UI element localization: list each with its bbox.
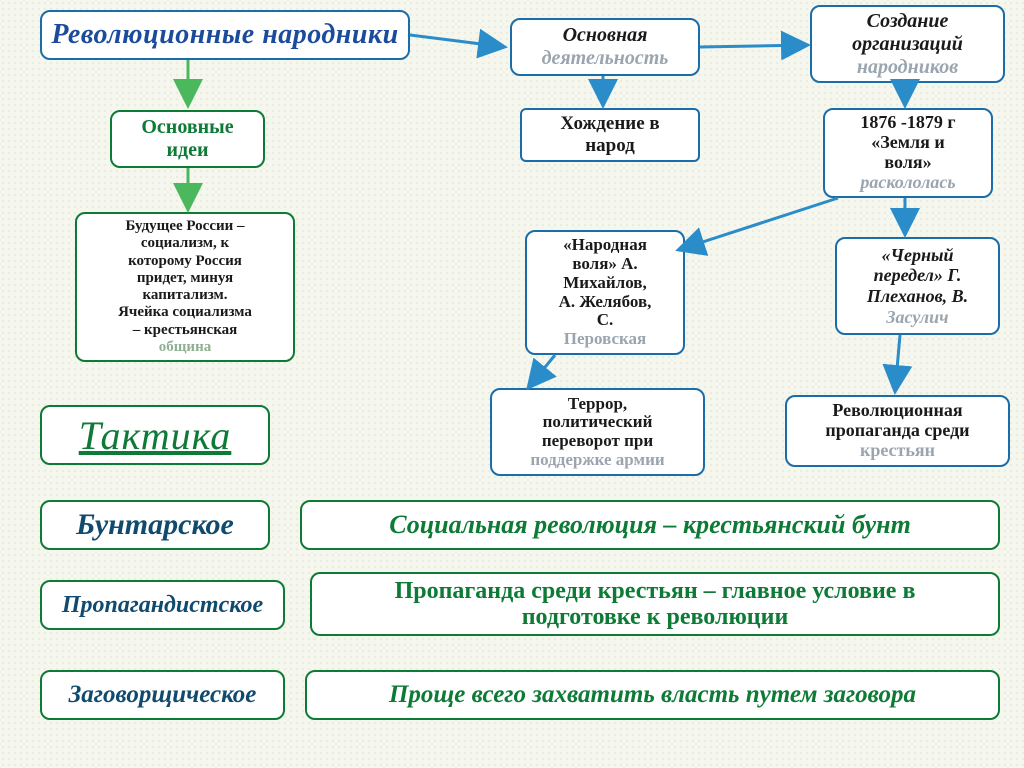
zemlya-l3: воля» (884, 153, 931, 173)
row3-left-text: Заговорщическое (69, 681, 257, 709)
future-box: Будущее России – социализм, к которому Р… (75, 212, 295, 362)
row1-right: Социальная революция – крестьянский бунт (300, 500, 1000, 550)
nar-l2: воля» А. (572, 255, 637, 274)
activity-box: Основная деятельность (510, 18, 700, 76)
future-t8: община (159, 339, 211, 356)
creation-l2: организаций (852, 33, 963, 56)
ideas-box: Основные идеи (110, 110, 265, 168)
ter-l2: политический (543, 413, 653, 432)
row2-right: Пропаганда среди крестьян – главное усло… (310, 572, 1000, 636)
row3-right-text: Проще всего захватить власть путем загов… (389, 681, 916, 709)
nar-l5: С. (597, 311, 614, 330)
ideas-l2: идеи (166, 139, 208, 162)
creation-l1: Создание (867, 10, 949, 33)
chernyi-box: «Черный передел» Г. Плеханов, В. Засулич (835, 237, 1000, 335)
ter-l3: переворот при (542, 432, 653, 451)
creation-box: Создание организаций народников (810, 5, 1005, 83)
nar-l1: «Народная (563, 236, 647, 255)
nar-l4: А. Желябов, (559, 293, 652, 312)
row3-right: Проще всего захватить власть путем загов… (305, 670, 1000, 720)
row2-right-l2: подготовке к революции (522, 604, 789, 630)
future-t3: которому Россия (128, 253, 242, 270)
ch-l2: передел» Г. (874, 265, 962, 286)
tactics-text: Тактика (79, 412, 232, 459)
future-t6: Ячейка социализма (118, 304, 252, 321)
row2-left: Пропагандистское (40, 580, 285, 630)
future-t4: придет, минуя (137, 270, 233, 287)
narodnaya-box: «Народная воля» А. Михайлов, А. Желябов,… (525, 230, 685, 355)
ch-l3: Плеханов, В. (867, 286, 968, 307)
title-text: Революционные народники (51, 19, 398, 51)
zemlya-l1: 1876 -1879 г (860, 113, 955, 133)
zemlya-box: 1876 -1879 г «Земля и воля» раскололась (823, 108, 993, 198)
row2-left-text: Пропагандистское (62, 592, 263, 619)
future-t1: Будущее России – (125, 218, 244, 235)
walking-l2: народ (585, 135, 635, 157)
walking-l1: Хождение в (560, 113, 659, 135)
propag-box: Революционная пропаганда среди крестьян (785, 395, 1010, 467)
tactics-box: Тактика (40, 405, 270, 465)
terror-box: Террор, политический переворот при подде… (490, 388, 705, 476)
future-t5: капитализм. (142, 287, 227, 304)
row3-left: Заговорщическое (40, 670, 285, 720)
row2-right-l1: Пропаганда среди крестьян – главное усло… (395, 578, 916, 604)
title-box: Революционные народники (40, 10, 410, 60)
ter-l1: Террор, (568, 395, 627, 414)
row1-right-text: Социальная революция – крестьянский бунт (389, 510, 911, 540)
activity-l2: деятельность (542, 47, 669, 70)
row1-left: Бунтарское (40, 500, 270, 550)
pr-l2: пропаганда среди (825, 421, 969, 441)
future-t7: – крестьянская (133, 322, 237, 339)
zemlya-l2: «Земля и (871, 133, 944, 153)
ch-l4: Засулич (886, 307, 948, 328)
zemlya-l4: раскололась (860, 173, 955, 193)
walking-box: Хождение в народ (520, 108, 700, 162)
ideas-l1: Основные (141, 116, 233, 139)
row1-left-text: Бунтарское (76, 508, 234, 542)
pr-l3: крестьян (860, 441, 935, 461)
creation-l3: народников (857, 56, 958, 79)
pr-l1: Революционная (832, 401, 962, 421)
ter-l4: поддержке армии (530, 451, 664, 470)
activity-l1: Основная (563, 24, 648, 47)
nar-l6: Перовская (564, 330, 646, 349)
ch-l1: «Черный (882, 245, 954, 266)
future-t2: социализм, к (141, 235, 229, 252)
nar-l3: Михайлов, (563, 274, 646, 293)
